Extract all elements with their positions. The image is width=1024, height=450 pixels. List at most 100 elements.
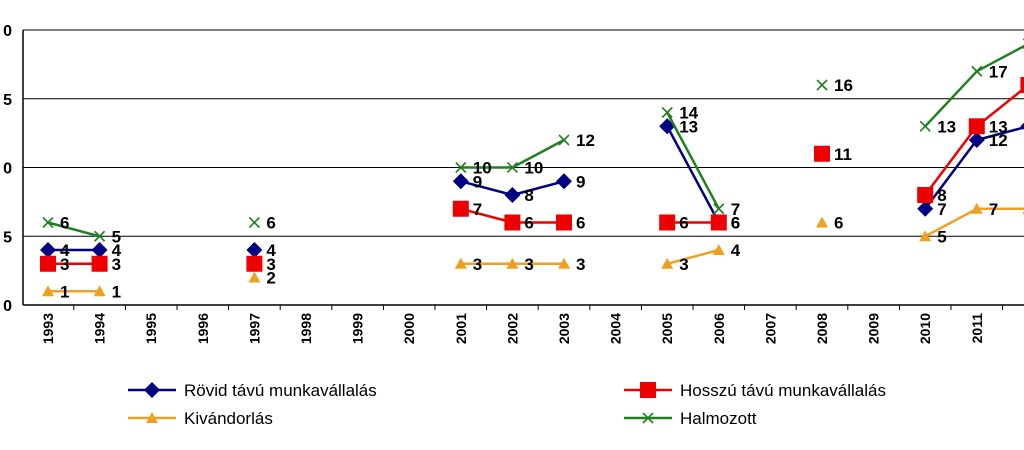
data-label: 4 (266, 241, 276, 260)
data-label: 6 (731, 214, 740, 233)
x-tick-label: 1995 (143, 313, 159, 344)
data-label: 3 (679, 255, 688, 274)
legend-item: Kivándorlás (128, 409, 273, 428)
x-tick-label: 2006 (711, 313, 727, 344)
data-label: 9 (576, 172, 585, 191)
data-label: 14 (679, 104, 698, 123)
legend: Rövid távú munkavállalás Hosszú távú munk… (128, 381, 886, 428)
data-point (816, 79, 828, 91)
data-point (558, 257, 570, 269)
data-point (556, 173, 572, 190)
data-point (454, 257, 467, 269)
data-label: 2 (266, 269, 275, 288)
y-tick-label: 0 (3, 161, 12, 178)
data-point (968, 132, 985, 148)
data-label: 5 (112, 227, 121, 246)
y-tick-label: 5 (3, 229, 12, 246)
data-label: 6 (679, 214, 688, 233)
x-tick-label: 2010 (917, 313, 933, 344)
data-label: 8 (524, 186, 533, 205)
legend-item: Rövid távú munkavállalás (128, 381, 377, 400)
data-point (94, 230, 106, 242)
series-4 (42, 38, 1024, 242)
data-label: 4 (112, 241, 122, 260)
data-point (917, 187, 934, 203)
data-label: 13 (679, 117, 698, 136)
x-tick-label: 1998 (298, 313, 314, 344)
legend-label: Hosszú távú munkavállalás (680, 381, 886, 400)
data-point (506, 257, 519, 269)
x-tick-label: 2005 (659, 313, 675, 344)
data-point (919, 120, 931, 132)
series-3 (42, 202, 1024, 297)
data-label: 13 (989, 117, 1008, 136)
x-tick-label: 1996 (195, 313, 211, 344)
data-label: 3 (524, 255, 533, 274)
data-point (504, 187, 521, 203)
data-point (661, 106, 673, 119)
data-point (504, 214, 521, 231)
data-point (506, 161, 518, 174)
series-line (48, 207, 1024, 293)
data-label: 10 (473, 159, 492, 178)
legend-marker (642, 412, 654, 424)
data-label: 9 (473, 172, 482, 191)
data-point (42, 216, 54, 229)
data-label: 10 (524, 159, 543, 178)
data-point (971, 65, 983, 77)
series-group (40, 38, 1024, 297)
data-point (40, 255, 56, 272)
data-label: 4 (731, 241, 741, 260)
series-line (47, 44, 1024, 238)
data-point (452, 173, 469, 190)
x-tick-label: 2001 (453, 313, 469, 344)
y-tick-label: 5 (3, 92, 12, 109)
data-label: 4 (60, 241, 70, 260)
data-label: 3 (266, 255, 275, 274)
x-tick-label: 2002 (504, 313, 520, 344)
data-point (248, 271, 261, 283)
data-point (919, 230, 932, 242)
data-label: 12 (576, 131, 595, 150)
data-point (42, 285, 54, 297)
data-point (713, 203, 725, 215)
data-point (558, 134, 570, 146)
data-label: 6 (266, 214, 275, 233)
data-point (455, 161, 467, 174)
data-point (91, 242, 108, 258)
x-tick-label: 2007 (762, 313, 778, 344)
data-label: 6 (576, 214, 585, 233)
x-tick-label: 1993 (40, 313, 56, 344)
data-point (710, 214, 727, 231)
data-label: 13 (937, 117, 956, 136)
data-label: 17 (989, 62, 1008, 81)
x-tick-label: 1997 (246, 313, 262, 344)
legend-label: Kivándorlás (184, 409, 273, 428)
grid-lines (23, 29, 1024, 237)
data-point (1020, 77, 1024, 93)
data-point (93, 285, 106, 297)
y-tick-label: 0 (3, 23, 12, 40)
data-label: 6 (60, 214, 69, 233)
legend-item: Halmozott (624, 409, 757, 428)
data-label: 8 (937, 186, 946, 205)
data-point (452, 200, 469, 217)
data-label: 1 (112, 282, 121, 301)
legend-item: Hosszú távú munkavállalás (624, 381, 886, 400)
data-label: 1 (60, 282, 69, 301)
data-label: 6 (834, 214, 843, 233)
data-label: 3 (60, 255, 69, 274)
y-axis-ticks: 0 5 0 5 0 (3, 23, 12, 315)
data-label: 6 (524, 214, 533, 233)
data-point (968, 118, 985, 135)
x-tick-label: 2000 (401, 313, 417, 344)
data-point (1020, 122, 1024, 130)
data-label: 7 (989, 200, 998, 219)
data-point (917, 200, 934, 217)
data-label: 12 (989, 131, 1008, 150)
legend-label: Rövid távú munkavállalás (184, 381, 377, 400)
data-point (91, 255, 108, 272)
data-label: 7 (473, 200, 482, 219)
